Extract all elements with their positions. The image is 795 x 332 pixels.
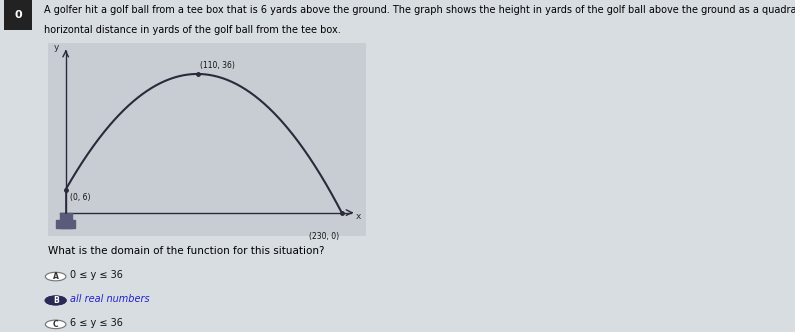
Text: 6 ≤ y ≤ 36: 6 ≤ y ≤ 36 bbox=[70, 318, 123, 328]
Polygon shape bbox=[60, 212, 72, 228]
Text: y: y bbox=[53, 42, 59, 51]
Text: 0 ≤ y ≤ 36: 0 ≤ y ≤ 36 bbox=[70, 270, 123, 280]
Text: x: x bbox=[356, 212, 361, 221]
Text: (110, 36): (110, 36) bbox=[200, 61, 235, 70]
Text: (0, 6): (0, 6) bbox=[71, 193, 91, 203]
Text: horizontal distance in yards of the golf ball from the tee box.: horizontal distance in yards of the golf… bbox=[44, 25, 340, 35]
Text: B: B bbox=[52, 296, 59, 305]
Text: A golfer hit a golf ball from a tee box that is 6 yards above the ground. The gr: A golfer hit a golf ball from a tee box … bbox=[44, 5, 795, 15]
Text: What is the domain of the function for this situation?: What is the domain of the function for t… bbox=[48, 246, 324, 256]
Text: all real numbers: all real numbers bbox=[70, 294, 149, 304]
Text: 0: 0 bbox=[14, 10, 21, 20]
Text: A: A bbox=[52, 272, 59, 281]
Text: (230, 0): (230, 0) bbox=[308, 232, 339, 241]
Polygon shape bbox=[56, 220, 76, 228]
Text: C: C bbox=[52, 320, 59, 329]
